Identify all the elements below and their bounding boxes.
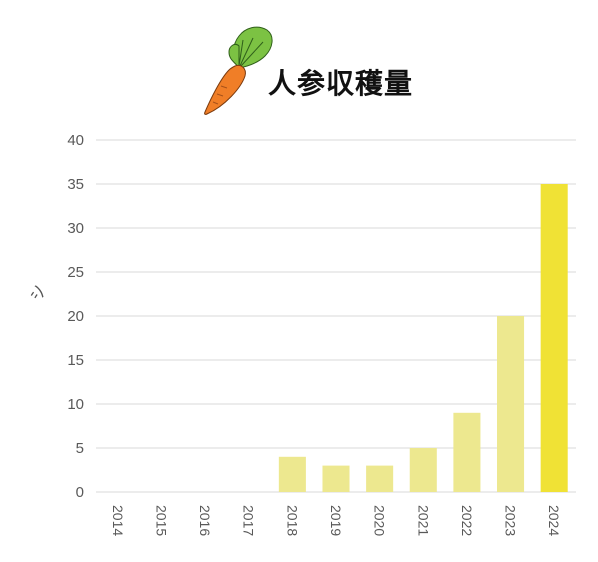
bar-2018 xyxy=(278,456,306,492)
bar-2021 xyxy=(409,448,437,492)
y-tick-label: 20 xyxy=(67,308,84,325)
x-tick-label: 2014 xyxy=(110,505,126,536)
bar-2020 xyxy=(366,465,394,492)
x-tick-label: 2017 xyxy=(241,505,257,536)
x-tick-label: 2019 xyxy=(328,505,344,536)
x-tick-label: 2016 xyxy=(197,505,213,536)
bar-2024 xyxy=(540,184,568,492)
y-tick-label: 0 xyxy=(76,484,84,501)
bar-2022 xyxy=(453,412,481,492)
y-tick-label: 5 xyxy=(76,440,84,457)
x-tick-label: 2022 xyxy=(459,505,475,536)
bar-2019 xyxy=(322,465,350,492)
y-tick-label: 10 xyxy=(67,396,84,413)
chart-title: 人参収穫量 xyxy=(268,67,414,100)
x-tick-label: 2015 xyxy=(153,505,169,536)
y-tick-label: 30 xyxy=(67,220,84,237)
y-tick-label: 40 xyxy=(67,132,84,149)
x-tick-label: 2023 xyxy=(503,505,519,536)
x-tick-label: 2018 xyxy=(284,505,300,536)
y-tick-label: 35 xyxy=(67,176,84,193)
x-tick-label: 2020 xyxy=(372,505,388,536)
x-tick-label: 2024 xyxy=(546,505,562,536)
x-tick-label: 2021 xyxy=(415,505,431,536)
y-tick-label: 15 xyxy=(67,352,84,369)
carrot-icon xyxy=(204,26,273,115)
y-tick-label: 25 xyxy=(67,264,84,281)
bar-2023 xyxy=(497,316,525,492)
